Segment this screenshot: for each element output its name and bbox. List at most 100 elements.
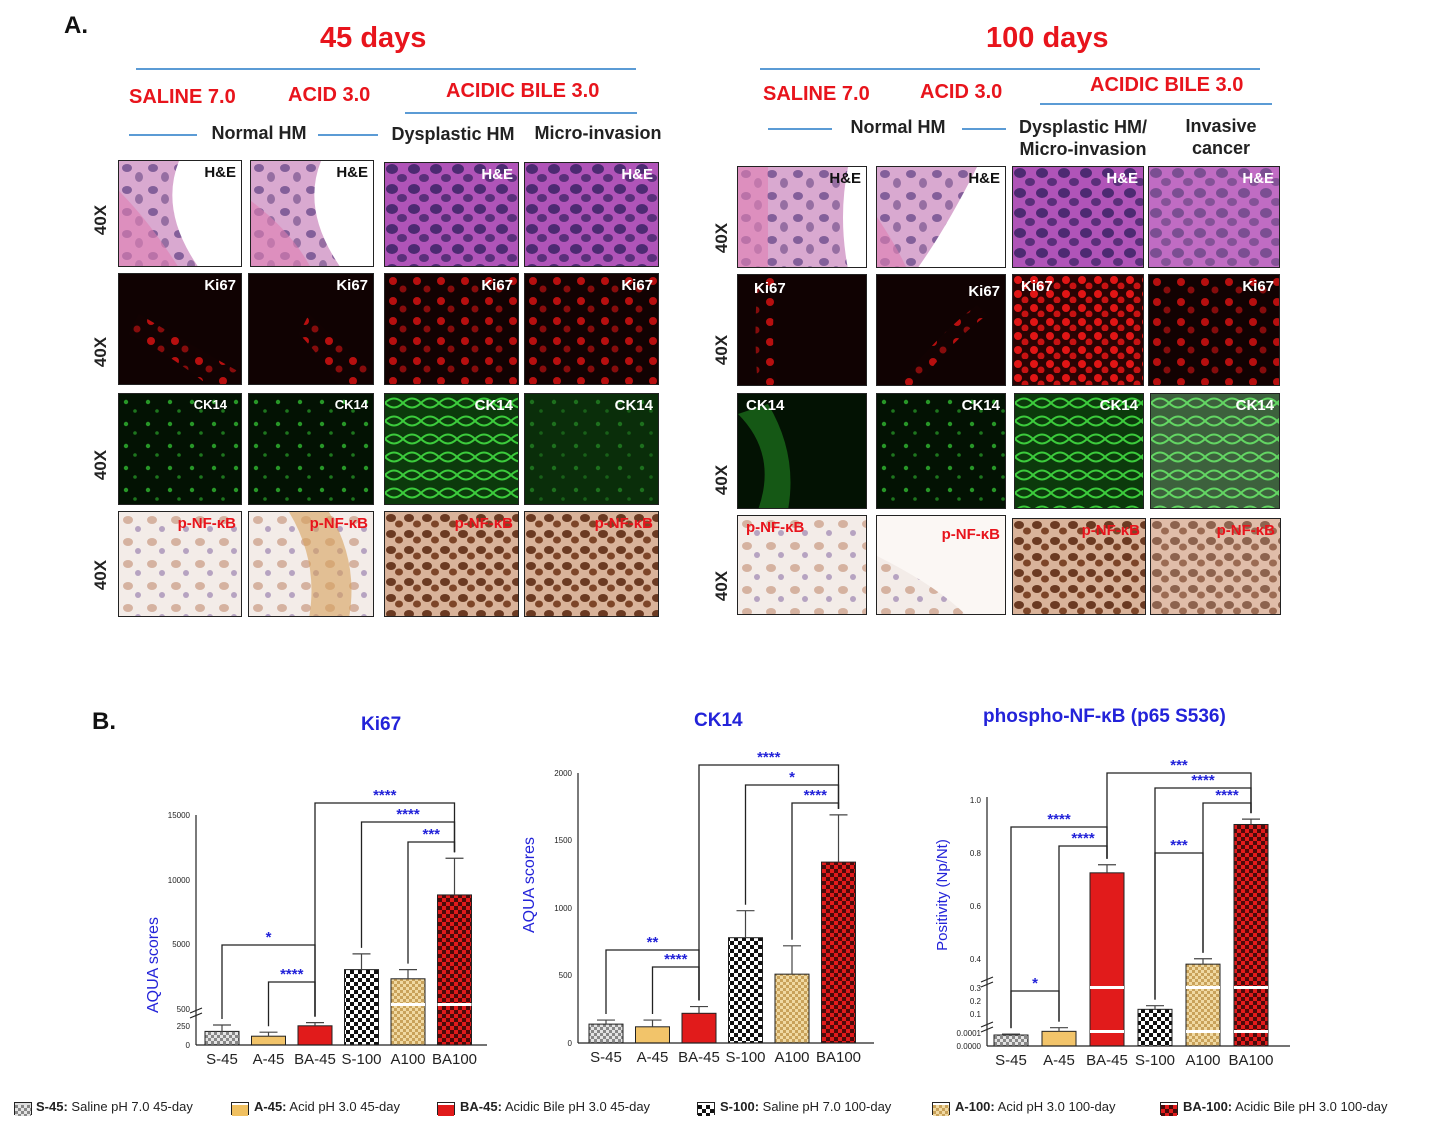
group-acid-100: ACID 3.0 [920,81,1003,103]
axis-break-band [391,1003,425,1006]
legend-swatch-s45 [14,1102,32,1116]
micrograph-he-invasive-100: H&E [1148,166,1280,268]
legend-swatch-ba45 [437,1102,455,1116]
mag-label: 40X [91,559,110,591]
x-tick-label: A100 [390,1051,425,1068]
bar-BA-45 [1089,872,1125,1047]
mag-label: 40X [712,464,731,496]
bar-A100 [774,973,810,1044]
group-saline-100: SALINE 7.0 [763,83,870,105]
micrograph-ki67-acid-100: Ki67 [876,274,1006,386]
significance-bracket [360,821,456,948]
micrograph-he-saline-100: H&E [737,166,867,268]
micrograph-ck14-saline-100: CK14 [737,393,867,509]
chart-pnfkb: Positivity (Np/Nt) 0.0000 0.0001 0.1 0.2… [934,757,1290,1069]
significance-label: **** [1047,811,1071,828]
x-tick-label: A100 [774,1049,809,1066]
column-normal-hm-100: Normal HM [850,117,946,137]
axis-break-band [1186,1030,1220,1033]
significance-bracket [407,841,456,964]
legend-item-ba45: BA-45: Acidic Bile pH 3.0 45-day [460,1099,651,1114]
y-tick: 0.2 [970,997,982,1006]
significance-label: **** [757,749,781,766]
x-tick-label: BA-45 [294,1051,336,1068]
micrograph-ck14-bile-microinvasion-45: CK14 [524,393,659,505]
y-tick: 5000 [172,940,190,949]
chart-title-ki67: Ki67 [361,714,402,735]
y-axis-label: Positivity (Np/Nt) [934,839,951,951]
bar-S-100 [1137,1008,1173,1047]
title-100-days: 100 days [986,22,1109,54]
mag-label: 40X [91,204,110,236]
significance-label: **** [280,966,304,983]
x-tick-label: S-45 [995,1052,1027,1069]
x-tick-label: A-45 [253,1051,285,1068]
bar-A-45 [635,1026,670,1044]
x-tick-label: BA-45 [1086,1052,1128,1069]
y-tick: 500 [177,1005,191,1014]
y-tick: 0.0001 [957,1029,982,1038]
micrograph-he-bile-dysplastic-100: H&E [1012,166,1144,268]
y-tick: 2000 [554,769,572,778]
column-dysplastic-45: Dysplastic HM [391,124,515,144]
bar-S-45 [993,1034,1029,1047]
micrograph-ki67-saline-45: Ki67 [118,273,242,385]
micrograph-ck14-bile-dysplastic-100: CK14 [1014,393,1144,509]
x-tick-label: BA100 [1228,1052,1273,1069]
line-normal-45-left [129,134,197,136]
legend: S-45: Saline pH 7.0 45-day A-45: Acid pH… [14,1099,1434,1121]
micrograph-pnfkb-acid-45: p-NF-κB [248,511,374,617]
x-tick-label: S-100 [725,1049,765,1066]
significance-label: **** [664,951,688,968]
y-tick: 1500 [554,836,572,845]
significance-label: **** [804,787,828,804]
group-saline-45: SALINE 7.0 [129,86,236,108]
bar-A100 [390,978,426,1046]
mag-label: 40X [91,449,110,481]
micrograph-pnfkb-acid-100: p-NF-κB [876,515,1006,615]
micrograph-ck14-acid-45: CK14 [248,393,374,505]
group-acidic-bile-45: ACIDIC BILE 3.0 [446,80,600,102]
micrograph-ck14-acid-100: CK14 [876,393,1006,509]
legend-item-a100: A-100: Acid pH 3.0 100-day [955,1099,1116,1114]
axis-break-band [1234,1030,1268,1033]
divider-bile-100 [1040,103,1272,105]
axis-break-band [1186,986,1220,989]
significance-label: **** [1215,787,1239,804]
chart-title-pnfkb: phospho-NF-κB (p65 S536) [983,706,1226,727]
panel-a-letter: A. [64,12,88,39]
significance-bracket [791,802,840,940]
y-tick: 0 [186,1041,191,1050]
x-tick-label: BA100 [816,1049,861,1066]
mag-label: 40X [712,334,731,366]
bar-BA-45 [681,1012,717,1044]
legend-item-s45: S-45: Saline pH 7.0 45-day [36,1099,193,1114]
micrograph-ki67-bile-dysplastic-45: Ki67 [384,273,519,385]
bar-BA100 [437,894,472,1046]
y-tick: 500 [559,971,573,980]
divider-45 [136,68,636,70]
micrograph-he-acid-100: H&E [876,166,1006,268]
x-tick-label: A-45 [1043,1052,1075,1069]
significance-label: * [266,929,272,946]
x-tick-label: BA100 [432,1051,477,1068]
micrograph-he-saline-45: H&E [118,160,242,267]
micrograph-pnfkb-invasive-100: p-NF-κB [1150,518,1281,615]
y-axis-label: AQUA scores [145,917,162,1013]
y-tick: 0.4 [970,955,982,964]
significance-label: **** [1071,830,1095,847]
micrograph-ck14-bile-dysplastic-45: CK14 [384,393,519,505]
significance-label: **** [1191,772,1215,789]
mag-label: 40X [91,336,110,368]
micrograph-he-bile-microinvasion-45: H&E [524,162,659,267]
y-tick: 1.0 [970,796,982,805]
line-normal-45-right [318,134,378,136]
divider-100 [760,68,1260,70]
micrograph-pnfkb-bile-microinvasion-45: p-NF-κB [524,511,659,617]
chart-ki67: AQUA scores 0 250 500 5000 10000 15000 S… [145,787,487,1068]
bar-A-45 [251,1035,286,1046]
y-tick: 0.1 [970,1010,982,1019]
x-tick-label: BA-45 [678,1049,720,1066]
micrograph-he-bile-dysplastic-45: H&E [384,162,519,267]
significance-label: * [1032,975,1038,992]
